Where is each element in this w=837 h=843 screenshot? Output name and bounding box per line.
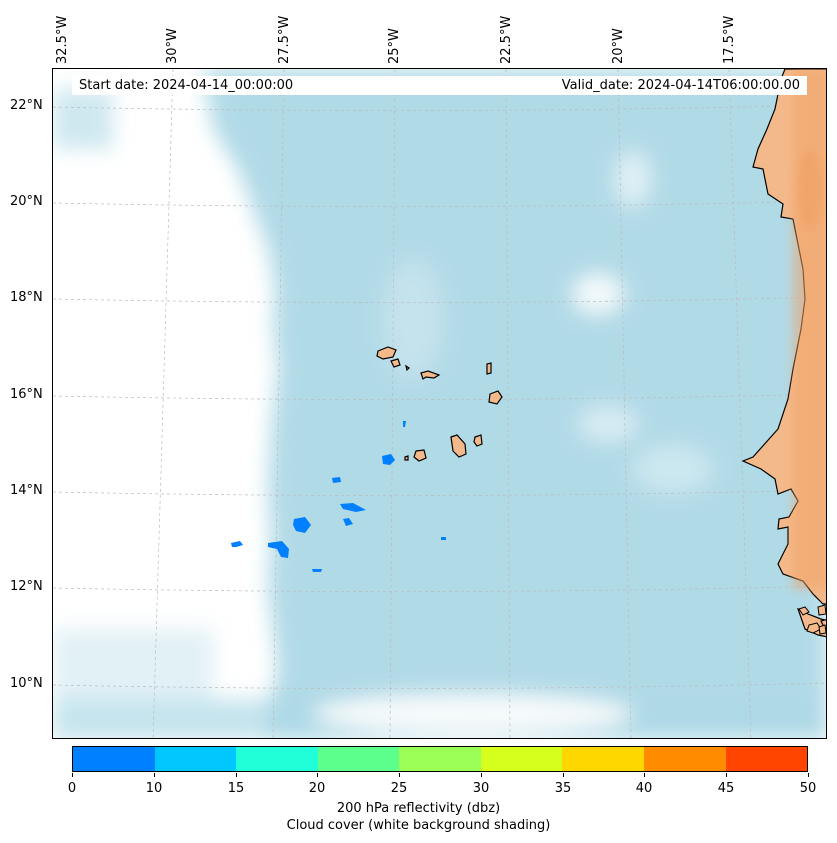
reflectivity-cell	[231, 541, 243, 547]
start-date-label: Start date: 2024-04-14_00:00:00	[79, 78, 294, 93]
island-maio	[473, 434, 483, 447]
graticule	[53, 69, 826, 738]
colorbar-tick-label: 45	[717, 781, 735, 796]
colorbar-segment	[154, 747, 237, 771]
lon-label-32-5w: 32.5°W	[55, 15, 70, 64]
colorbar-segment	[562, 747, 644, 771]
colorbar-tick-label: 50	[799, 781, 817, 796]
colorbar-segment	[317, 747, 400, 771]
colorbar-tick-label: 15	[227, 781, 245, 796]
colorbar-tick	[726, 773, 727, 777]
lon-label-25w: 25°W	[387, 28, 402, 64]
cloud-cover-shading	[53, 69, 826, 738]
colorbar-tick	[72, 773, 73, 777]
colorbar-segment	[399, 747, 481, 771]
african-inland-shading	[793, 69, 826, 589]
lon-label-27-5w: 27.5°W	[277, 15, 292, 64]
lat-label-14n: 14°N	[10, 483, 43, 498]
colorbar-tick	[236, 773, 237, 777]
reflectivity-cell	[268, 541, 289, 558]
island-santiago	[450, 434, 467, 458]
lat-label-22n: 22°N	[10, 98, 43, 113]
lon-label-30w: 30°W	[165, 28, 180, 64]
lat-label-18n: 18°N	[10, 290, 43, 305]
colorbar-segment	[73, 747, 155, 771]
lat-label-16n: 16°N	[10, 387, 43, 402]
reflectivity-cell	[340, 503, 366, 512]
colorbar-tick-label: 0	[67, 781, 77, 796]
valid-date-label: Valid_date: 2024-04-14T06:00:00.00	[561, 78, 800, 93]
lat-label-12n: 12°N	[10, 579, 43, 594]
colorbar-segment	[236, 747, 318, 771]
lon-label-17-5w: 17.5°W	[722, 15, 737, 64]
reflectivity-cell	[343, 518, 353, 526]
colorbar-label: 200 hPa reflectivity (dbz)	[336, 801, 501, 816]
reflectivity-colorbar	[72, 746, 808, 772]
colorbar-sublabel: Cloud cover (white background shading)	[286, 818, 551, 833]
reflectivity-cell	[403, 421, 406, 427]
colorbar-tick	[644, 773, 645, 777]
colorbar-tick-label: 10	[145, 781, 163, 796]
colorbar-segment	[480, 747, 563, 771]
colorbar-tick	[317, 773, 318, 777]
lon-label-20w: 20°W	[611, 28, 626, 64]
colorbar-tick	[154, 773, 155, 777]
colorbar-tick-label: 40	[635, 781, 653, 796]
island-brava	[404, 455, 409, 461]
reflectivity-cell	[312, 569, 322, 572]
reflectivity-cell	[293, 517, 311, 533]
colorbar-tick	[399, 773, 400, 777]
reflectivity-cell	[332, 477, 341, 483]
colorbar-tick	[481, 773, 482, 777]
reflectivity-cell	[441, 537, 446, 540]
colorbar-tick-label: 35	[554, 781, 572, 796]
map-area[interactable]	[52, 68, 827, 739]
lon-label-22-5w: 22.5°W	[499, 15, 514, 64]
colorbar-tick-label: 25	[390, 781, 408, 796]
island-boa-vista	[488, 390, 503, 405]
colorbar-tick-label: 20	[308, 781, 326, 796]
lat-label-10n: 10°N	[10, 676, 43, 691]
reflectivity-cell	[382, 454, 395, 465]
island-sal	[486, 362, 492, 375]
island-sao-vicente	[390, 358, 401, 368]
colorbar-tick	[808, 773, 809, 777]
map-canvas	[53, 69, 826, 738]
cabo-verde-islands	[376, 346, 503, 462]
reflectivity-cells	[231, 421, 446, 572]
island-santa-luzia	[405, 364, 410, 372]
colorbar-segment	[725, 747, 808, 771]
island-fogo	[413, 449, 427, 462]
colorbar-tick	[563, 773, 564, 777]
date-banner: Start date: 2024-04-14_00:00:00 Valid_da…	[72, 76, 807, 95]
colorbar-segment	[643, 747, 726, 771]
lat-label-20n: 20°N	[10, 194, 43, 209]
island-santo-antao	[376, 346, 397, 360]
colorbar-tick-label: 30	[472, 781, 490, 796]
coastal-islets	[798, 604, 826, 635]
island-sao-nicolau	[420, 370, 441, 380]
